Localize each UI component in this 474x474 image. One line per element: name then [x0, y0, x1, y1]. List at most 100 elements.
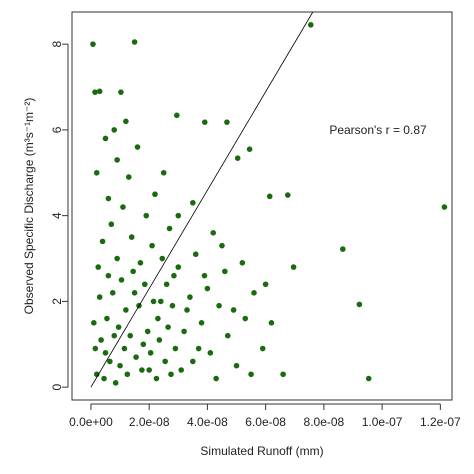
point [201, 119, 208, 125]
points [90, 12, 448, 388]
reference-line [90, 12, 314, 388]
point [92, 345, 99, 352]
point [184, 307, 190, 313]
point [124, 371, 131, 378]
y-axis-title: Observed Specific Discharge (m³s⁻¹m⁻²) [22, 98, 36, 315]
point [172, 345, 179, 352]
point [165, 324, 171, 330]
point [111, 127, 118, 133]
point [114, 157, 120, 163]
point [224, 332, 231, 339]
point [117, 362, 123, 369]
point [207, 350, 214, 356]
plot-frame [71, 11, 453, 401]
point [95, 264, 102, 270]
point [198, 320, 205, 326]
point [290, 264, 297, 270]
point [118, 89, 124, 95]
annotation: Pearson's r = 0.87 [329, 123, 427, 137]
point [143, 212, 150, 219]
point [139, 367, 145, 373]
point [441, 204, 448, 210]
point [181, 328, 187, 335]
point [192, 251, 199, 258]
x-tick-label: 6.0e-08 [245, 415, 286, 429]
point [365, 375, 372, 382]
point [131, 290, 138, 296]
point [204, 285, 211, 292]
point [150, 298, 157, 305]
point [149, 242, 155, 249]
point [102, 350, 109, 356]
point [195, 345, 202, 352]
point [201, 272, 208, 279]
point [93, 169, 100, 176]
point [246, 146, 253, 152]
point [91, 320, 97, 326]
point [123, 307, 129, 313]
point [171, 272, 177, 279]
point [159, 255, 166, 262]
point [137, 260, 144, 266]
point [104, 315, 110, 322]
point [175, 212, 182, 219]
point [224, 119, 230, 125]
point [130, 268, 136, 275]
point [125, 174, 132, 180]
point [112, 380, 119, 386]
point [155, 315, 161, 322]
x-tick-label: 1.2e-07 [420, 415, 461, 429]
point [239, 260, 246, 266]
y-tick-label: 4 [50, 212, 64, 219]
point [133, 354, 139, 360]
point [114, 255, 120, 262]
point [115, 324, 122, 330]
point [233, 362, 240, 369]
point [144, 328, 151, 335]
point [141, 281, 148, 288]
x-tick-label: 8.0e-08 [304, 415, 345, 429]
point [251, 290, 257, 296]
point [118, 277, 125, 283]
point [96, 294, 103, 300]
point [131, 39, 138, 45]
point [99, 238, 106, 245]
point [123, 118, 129, 125]
point [219, 242, 225, 249]
point [175, 264, 182, 270]
y-tick-label: 2 [50, 298, 64, 305]
point [109, 290, 116, 296]
y-tick-label: 0 [50, 383, 64, 390]
point [307, 22, 314, 28]
point [101, 375, 107, 382]
x-tick-label: 4.0e-08 [187, 415, 228, 429]
point [248, 371, 254, 378]
point [127, 332, 134, 339]
point [162, 358, 168, 365]
point [262, 281, 269, 288]
point [105, 272, 112, 279]
point [266, 193, 273, 200]
point [216, 302, 222, 309]
point [166, 225, 173, 232]
point [147, 350, 154, 356]
point [356, 301, 363, 308]
y-tick-label: 8 [50, 40, 64, 47]
x-tick-label: 0.0e+00 [69, 415, 113, 429]
x-tick-label: 2.0e-08 [129, 415, 170, 429]
point [152, 191, 158, 198]
point [242, 315, 249, 322]
point [163, 281, 170, 288]
point [105, 195, 112, 202]
y-tick-label: 6 [50, 126, 64, 133]
point [111, 332, 118, 339]
point [108, 221, 115, 228]
point [210, 229, 217, 236]
point [102, 135, 109, 142]
point [259, 345, 266, 352]
point [140, 341, 147, 348]
point [134, 144, 141, 150]
point [187, 294, 193, 300]
point [174, 112, 180, 119]
point [168, 371, 174, 378]
